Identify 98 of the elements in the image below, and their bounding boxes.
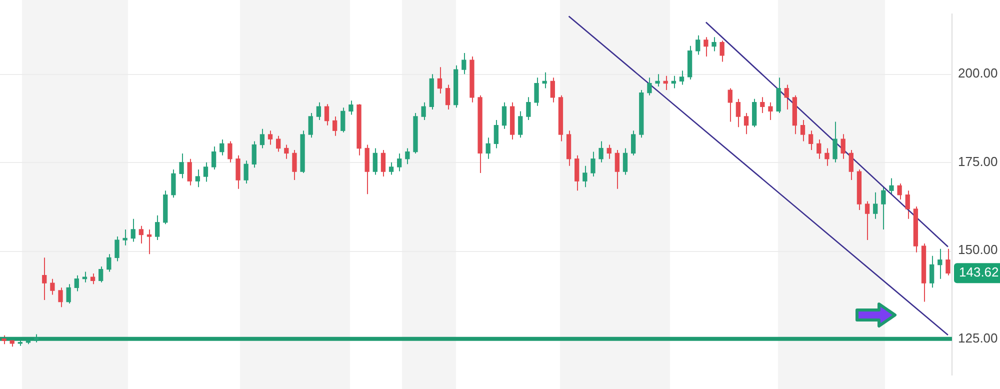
candlestick <box>308 112 313 138</box>
candlestick <box>930 255 934 288</box>
candlestick <box>744 112 749 135</box>
candlestick <box>598 140 604 163</box>
candlestick <box>905 190 910 220</box>
y-tick-label: 175.00 <box>958 154 998 169</box>
candlestick <box>211 146 216 170</box>
candlestick <box>138 225 144 244</box>
candlestick <box>630 130 636 156</box>
candlestick <box>220 138 224 156</box>
candlestick <box>606 144 612 160</box>
candlestick <box>704 36 708 58</box>
candlestick <box>284 144 289 160</box>
candlestick <box>696 34 700 56</box>
candlestick <box>42 257 47 301</box>
candlestick <box>462 52 466 75</box>
candlestick <box>864 200 870 241</box>
candlestick <box>171 168 176 198</box>
candlestick <box>179 153 184 179</box>
candlestick <box>74 274 79 292</box>
candlestick <box>784 84 789 110</box>
candlestick <box>776 77 781 114</box>
candlestick <box>679 70 684 86</box>
candlestick <box>364 144 370 195</box>
candlestick <box>268 130 273 146</box>
candlestick <box>889 178 894 195</box>
candlestick <box>388 162 394 176</box>
y-tick-label: 150.00 <box>958 242 998 258</box>
candlestick <box>98 266 104 283</box>
candlestick <box>800 120 806 142</box>
candlestick <box>614 150 620 190</box>
candlestick <box>486 137 490 160</box>
candlestick <box>122 228 128 246</box>
candlestick <box>340 107 346 133</box>
candlestick <box>397 153 402 172</box>
candlestick <box>881 186 886 230</box>
candlestick <box>187 158 192 186</box>
candlestick <box>897 183 902 200</box>
candlestick <box>736 98 741 128</box>
candlestick <box>228 140 232 163</box>
candlestick <box>946 248 950 276</box>
candlestick <box>655 74 660 88</box>
candlestick <box>494 120 498 149</box>
candlestick <box>574 154 580 192</box>
candlestick <box>50 278 55 296</box>
candlestick <box>840 134 846 160</box>
candlestick <box>873 192 878 220</box>
candlestick <box>832 121 838 163</box>
candlestick <box>244 160 248 184</box>
candlestick <box>760 96 765 114</box>
candlestick <box>380 150 386 177</box>
candlestick <box>622 148 628 176</box>
candlestick <box>752 98 757 128</box>
candlestick <box>106 254 112 272</box>
candlestick <box>66 284 71 304</box>
candlestick <box>768 102 773 121</box>
candlestick <box>502 102 507 130</box>
text: 143.62 <box>959 264 999 280</box>
candlestick <box>526 96 531 121</box>
candlestick <box>518 110 523 138</box>
candlestick <box>58 287 63 308</box>
candlestick <box>938 248 942 280</box>
candlestick <box>252 140 256 168</box>
candlestick <box>203 162 208 182</box>
candlestick <box>114 236 120 262</box>
candlestick <box>292 150 297 181</box>
candlestick <box>824 148 830 166</box>
candlestick <box>437 66 442 94</box>
candlestick <box>712 36 716 52</box>
candlestick <box>324 104 330 126</box>
y-tick-label: 200.00 <box>958 66 998 81</box>
candlestick <box>582 165 588 188</box>
candlestick <box>195 168 200 188</box>
candlestick <box>348 100 354 116</box>
y-tick-label: 125.00 <box>958 330 998 346</box>
candlestick <box>130 218 136 242</box>
candlestick <box>720 40 724 62</box>
candlestick <box>550 77 555 103</box>
candlestick <box>405 148 410 165</box>
candlestick <box>260 128 265 149</box>
candlestick <box>808 130 814 151</box>
candlestick <box>445 84 450 110</box>
candlestick <box>590 151 596 177</box>
candlestick <box>316 102 322 121</box>
candlestick <box>848 150 854 181</box>
candlestick <box>154 214 160 241</box>
candlestick <box>534 77 539 106</box>
candlestick <box>236 154 240 190</box>
candlestick <box>332 116 338 136</box>
candlestick <box>372 148 378 176</box>
candlestick <box>276 135 281 152</box>
candlestick <box>90 273 96 285</box>
candlestick <box>542 72 547 89</box>
candlestick <box>728 88 732 122</box>
candlestick <box>421 102 426 121</box>
candlestick <box>647 77 652 96</box>
candlestick <box>146 228 152 255</box>
candlestick <box>816 138 822 160</box>
